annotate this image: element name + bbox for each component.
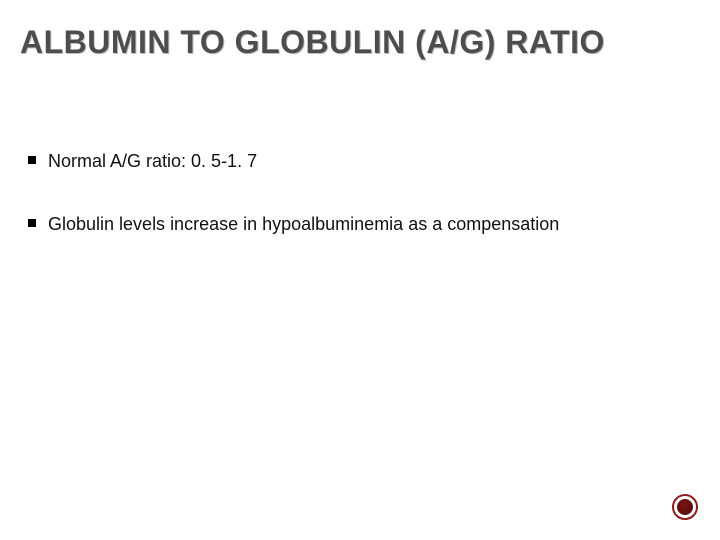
corner-decoration-icon bbox=[672, 494, 698, 520]
list-item: Globulin levels increase in hypoalbumine… bbox=[28, 213, 690, 236]
bullet-marker-icon bbox=[28, 219, 36, 227]
bullet-text: Globulin levels increase in hypoalbumine… bbox=[48, 213, 690, 236]
bullet-text: Normal A/G ratio: 0. 5-1. 7 bbox=[48, 150, 690, 173]
slide-title: ALBUMIN TO GLOBULIN (A/G) RATIO bbox=[20, 24, 690, 61]
bullet-marker-icon bbox=[28, 156, 36, 164]
list-item: Normal A/G ratio: 0. 5-1. 7 bbox=[28, 150, 690, 173]
bullet-list: Normal A/G ratio: 0. 5-1. 7 Globulin lev… bbox=[28, 150, 690, 277]
decoration-inner-disc bbox=[677, 499, 693, 515]
slide: ALBUMIN TO GLOBULIN (A/G) RATIO Normal A… bbox=[0, 0, 720, 540]
